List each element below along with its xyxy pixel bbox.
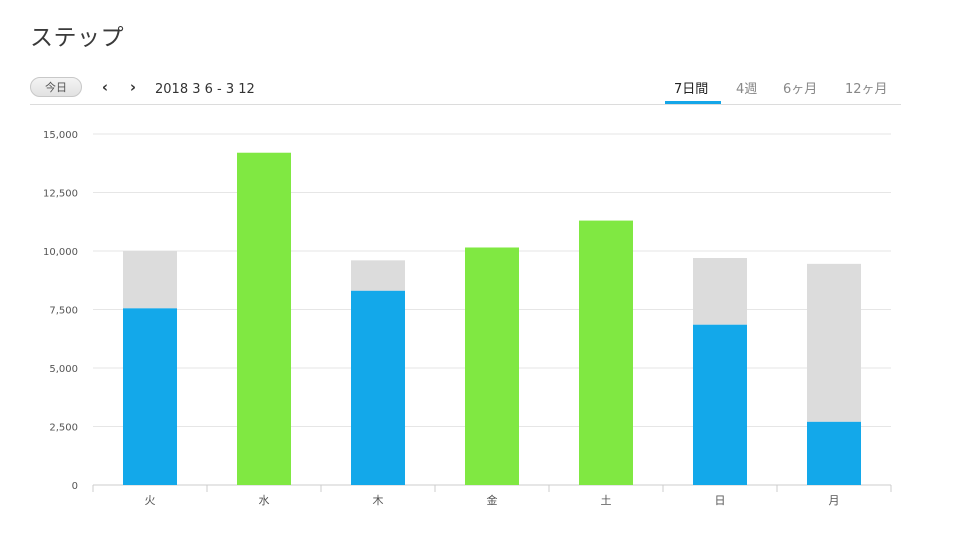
x-category-label: 日 — [715, 494, 726, 507]
y-tick-label: 7,500 — [49, 306, 78, 317]
chevron-left-icon[interactable]: ‹ — [101, 78, 109, 96]
y-tick-label: 0 — [72, 481, 78, 492]
y-tick-label: 10,000 — [43, 247, 78, 258]
x-category-label: 金 — [487, 493, 498, 507]
goal-remaining-bar — [123, 251, 177, 309]
y-tick-label: 12,500 — [43, 189, 78, 200]
date-range-label: 2018 3 6 - 3 12 — [155, 82, 255, 97]
chevron-right-icon[interactable]: › — [129, 78, 137, 96]
y-tick-label: 15,000 — [43, 130, 78, 141]
x-category-label: 土 — [601, 494, 612, 507]
goal-met-bar — [237, 152, 291, 485]
date-toolbar: 今日 ‹ › 2018 3 6 - 3 12 7日間 4週 6ヶ月 12ヶ月 — [30, 74, 901, 105]
x-category-label: 月 — [829, 494, 840, 507]
x-category-label: 火 — [145, 494, 156, 507]
goal-met-bar — [465, 247, 519, 485]
steps-bar — [351, 290, 405, 485]
goal-remaining-bar — [351, 260, 405, 291]
goal-met-bar — [579, 220, 633, 485]
goal-remaining-bar — [807, 263, 861, 422]
steps-bar — [807, 421, 861, 485]
tab-12-months[interactable]: 12ヶ月 — [845, 82, 888, 97]
y-tick-label: 2,500 — [49, 423, 78, 434]
goal-remaining-bar — [693, 258, 747, 325]
active-tab-indicator — [665, 101, 721, 104]
tab-4-weeks[interactable]: 4週 — [736, 82, 758, 97]
tab-7-days[interactable]: 7日間 — [674, 82, 709, 97]
page-title: ステップ — [30, 25, 124, 51]
tab-6-months[interactable]: 6ヶ月 — [783, 82, 818, 97]
today-button[interactable]: 今日 — [30, 77, 82, 97]
x-category-label: 木 — [373, 494, 384, 507]
steps-bar — [693, 324, 747, 485]
steps-bar — [123, 308, 177, 485]
y-tick-label: 5,000 — [49, 364, 78, 375]
x-category-label: 水 — [259, 494, 270, 507]
